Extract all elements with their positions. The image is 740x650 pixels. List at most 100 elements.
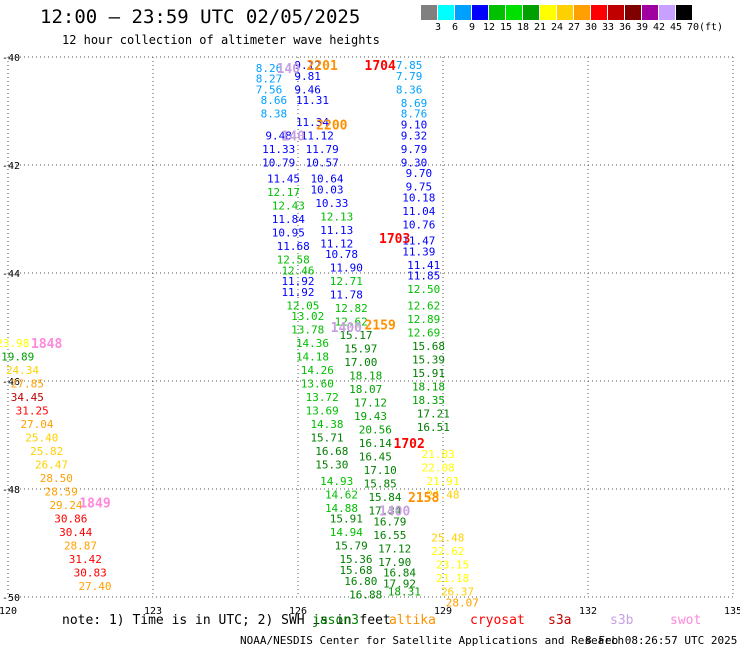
wave-height-point: 11.90 (330, 262, 363, 275)
wave-height-point: 23.15 (436, 559, 469, 572)
color-swatch (591, 5, 607, 20)
color-scale-label: 70 (686, 22, 700, 33)
color-scale-label: 6 (451, 22, 459, 33)
color-swatch (472, 5, 488, 20)
wave-height-point: 13.60 (301, 378, 334, 391)
wave-height-point: 30.86 (54, 513, 87, 526)
pass-time-label: 1849 (79, 497, 110, 512)
wave-height-point: 30.44 (59, 526, 92, 539)
wave-height-point: 15.85 (364, 478, 397, 491)
wave-height-point: 11.92 (281, 275, 314, 288)
color-swatch (455, 5, 471, 20)
wave-height-point: 14.38 (310, 418, 343, 431)
y-tick-label: -44 (2, 269, 20, 280)
page-subtitle: 12 hour collection of altimeter wave hei… (62, 33, 380, 47)
wave-height-point: 9.48 (265, 129, 292, 142)
wave-height-point: 28.87 (64, 540, 97, 553)
color-scale-label: 12 (482, 22, 496, 33)
wave-height-point: 10.57 (306, 156, 339, 169)
wave-height-point: 14.62 (325, 488, 358, 501)
wave-height-point: 10.76 (402, 218, 435, 231)
wave-height-point: 15.39 (412, 353, 445, 366)
wave-height-point: 18.35 (412, 394, 445, 407)
wave-height-point: 17.90 (378, 556, 411, 569)
wave-height-point: 11.92 (281, 286, 314, 299)
wave-height-point: 9.46 (294, 83, 321, 96)
satellite-label-jason3: jason3 (312, 613, 359, 628)
wave-height-point: 8.27 (256, 73, 283, 86)
note-text: note: 1) Time is in UTC; 2) SWH is in fe… (62, 613, 391, 628)
wave-height-point: 8.26 (256, 62, 283, 75)
satellite-label-cryosat: cryosat (470, 613, 525, 628)
timestamp-text: 8 Feb 08:26:57 UTC 2025 (585, 634, 738, 647)
color-scale-label: 42 (652, 22, 666, 33)
color-scale-label: 18 (516, 22, 530, 33)
wave-height-point: 17.34 (368, 505, 401, 518)
wave-height-point: 9.10 (401, 119, 428, 132)
wave-height-point: 8.38 (261, 108, 288, 121)
wave-height-point: 15.68 (412, 340, 445, 353)
wave-height-point: 12.05 (286, 299, 319, 312)
wave-height-point: 16.45 (359, 451, 392, 464)
wave-height-point: 10.79 (262, 156, 295, 169)
color-swatch (438, 5, 454, 20)
wave-height-point: 8.76 (401, 108, 428, 121)
wave-height-point: 9.32 (401, 129, 428, 142)
wave-height-point: 19.43 (354, 410, 387, 423)
satellite-label-altika: altika (389, 613, 436, 628)
wave-height-point: 11.45 (267, 173, 300, 186)
wave-height-point: 11.12 (301, 129, 334, 142)
wave-height-point: 8.36 (396, 83, 423, 96)
wave-height-point: 11.85 (407, 270, 440, 283)
wave-height-point: 15.17 (339, 329, 372, 342)
pass-time-label: 1400 (379, 505, 410, 520)
wave-height-point: 16.79 (373, 515, 406, 528)
wave-height-point: 26.37 (441, 586, 474, 599)
wave-height-point: 7.79 (396, 70, 423, 83)
wave-height-point: 15.91 (330, 513, 363, 526)
pass-time-label: 1704 (365, 59, 396, 74)
pass-time-label: 140 (277, 62, 301, 77)
credit-text: NOAA/NESDIS Center for Satellite Applica… (240, 634, 625, 647)
wave-height-point: 24.34 (6, 364, 39, 377)
wave-height-point: 11.04 (402, 205, 435, 218)
wave-height-point: 14.93 (320, 475, 353, 488)
color-swatch (523, 5, 539, 20)
wave-height-point: 18.18 (412, 380, 445, 393)
wave-height-point: 17.00 (344, 356, 377, 369)
satellite-label-swot: swot (670, 613, 702, 628)
wave-height-point: 24.48 (426, 488, 459, 501)
wave-height-point: 10.64 (310, 173, 343, 186)
wave-height-point: 26.47 (35, 459, 68, 472)
wave-height-point: 8.66 (261, 94, 288, 107)
wave-height-point: 11.41 (407, 259, 440, 272)
color-scale-label: 45 (669, 22, 683, 33)
wave-height-point: 23.98 (0, 337, 29, 350)
color-scale-label: 30 (584, 22, 598, 33)
wave-height-point: 14.88 (325, 502, 358, 515)
wave-height-point: 13.69 (306, 405, 339, 418)
wave-height-point: 15.68 (339, 564, 372, 577)
wave-height-point: 9.70 (406, 167, 433, 180)
wave-height-point: 15.36 (339, 553, 372, 566)
wave-height-point: 16.51 (417, 421, 450, 434)
wave-height-point: 11.33 (262, 143, 295, 156)
pass-time-label: 2200 (316, 119, 347, 134)
wave-height-point: 16.84 (383, 567, 416, 580)
y-tick-label: -46 (2, 377, 20, 388)
wave-height-point: 12.43 (272, 200, 305, 213)
y-tick-label: -42 (2, 161, 20, 172)
wave-height-point: 17.10 (364, 464, 397, 477)
wave-height-point: 19.89 (1, 351, 34, 364)
wave-height-point: 10.95 (272, 227, 305, 240)
wave-height-point: 10.18 (402, 191, 435, 204)
pass-time-label: 140 (281, 129, 305, 144)
wave-height-point: 22.62 (431, 545, 464, 558)
wave-height-point: 11.47 (402, 235, 435, 248)
wave-height-point: 9.30 (401, 156, 428, 169)
wave-height-point: 8.69 (401, 97, 428, 110)
wave-height-point: 11.39 (402, 245, 435, 258)
wave-height-point: 18.07 (349, 383, 382, 396)
wave-height-point: 29.24 (49, 499, 82, 512)
